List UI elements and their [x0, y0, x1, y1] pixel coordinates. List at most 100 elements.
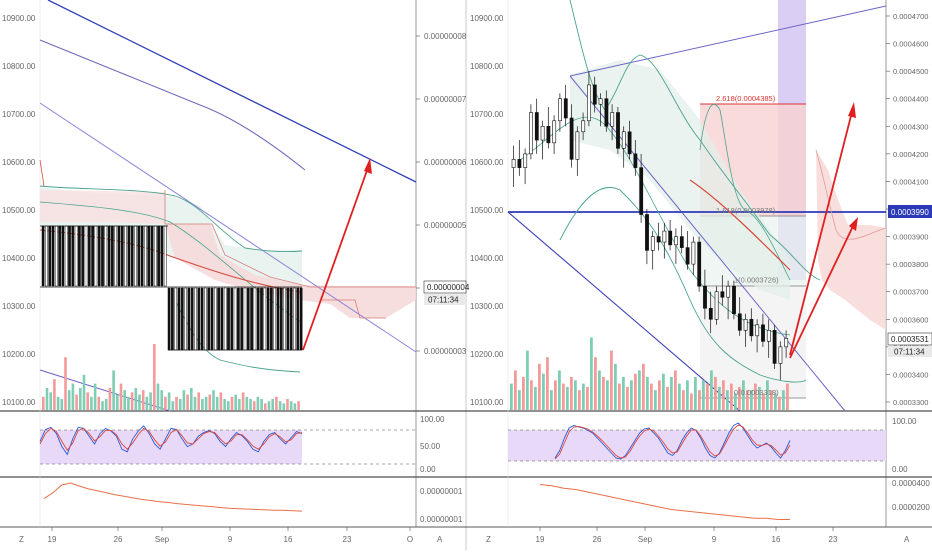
right-volume-bar	[774, 393, 777, 410]
right-volume-bar	[526, 350, 529, 410]
right-candle	[645, 214, 649, 251]
right-fib-label: 1(0.0003726)	[734, 276, 779, 285]
right-volume-bar	[554, 380, 557, 410]
left-candle	[81, 225, 85, 287]
left-volume-bar	[145, 396, 149, 410]
right-time-axis[interactable]: 19 26 Sep 9 16 23	[536, 527, 838, 544]
right-candle	[650, 236, 655, 251]
right-oscillator-axis: 100.00 0.00	[892, 417, 917, 474]
right-lower-tick: 0.0000400	[892, 479, 930, 488]
right-candle	[662, 230, 667, 243]
right-volume-bar	[762, 393, 765, 410]
left-candle	[45, 225, 48, 287]
left-lower-indicator-axis: 0.00000001 0.00000001	[420, 487, 463, 524]
right-time-tick: Sep	[638, 535, 653, 544]
right-secondary-tick: 0.0004500	[893, 67, 928, 76]
right-volume-bar	[586, 386, 589, 410]
left-candle	[187, 287, 191, 351]
left-price-axis[interactable]: 10900.00 10800.00 10700.00 10600.00 10500.00…	[2, 14, 36, 407]
right-volume-bar	[754, 383, 757, 410]
right-zoom-button[interactable]: Z	[486, 535, 491, 544]
left-volume-bar	[67, 390, 71, 410]
right-price-tick: 10300.00	[470, 302, 504, 311]
right-price-axis[interactable]: 10900.00 10800.00 10700.00 10600.00 10500.00…	[470, 14, 504, 407]
left-candle	[140, 225, 144, 287]
right-cloud-red-edge	[815, 149, 887, 240]
left-secondary-axis[interactable]: 0.00000008 0.00000007 0.00000006 0.00000005…	[416, 32, 467, 356]
left-price-tick: 10200.00	[2, 350, 36, 359]
right-price-badge-text: 0.0003531	[891, 335, 929, 344]
left-volume-bar	[234, 394, 237, 410]
left-candle	[157, 225, 160, 287]
right-volume-bar	[650, 383, 653, 410]
left-candle	[213, 287, 217, 351]
left-volume-bar	[53, 379, 56, 410]
right-candle	[604, 98, 609, 127]
right-candle	[697, 241, 702, 287]
left-time-tick: O	[407, 535, 413, 544]
left-volume-bar	[256, 396, 260, 410]
left-candle	[207, 287, 211, 351]
left-candle	[266, 287, 270, 351]
right-candle	[668, 230, 673, 246]
left-price-tick: 10900.00	[2, 14, 36, 23]
left-time-tick: 9	[228, 535, 233, 544]
left-candle	[71, 225, 75, 287]
right-volume-bar	[578, 390, 581, 410]
left-lower-tick: 0.00000001	[420, 515, 463, 524]
left-candle	[263, 287, 267, 351]
right-candle	[529, 112, 533, 155]
right-volume-bar	[766, 380, 769, 410]
right-price-tick: 10800.00	[470, 62, 504, 71]
right-secondary-axis[interactable]: 0.0004700 0.0004600 0.0004500 0.0004400 0.00…	[886, 12, 928, 407]
left-candle	[283, 287, 286, 351]
right-volume-bar	[770, 390, 773, 410]
right-candle	[610, 112, 615, 127]
left-candle	[243, 287, 247, 351]
left-volume-bar	[286, 399, 289, 410]
left-volume-bar	[90, 396, 93, 410]
right-autoscale-button[interactable]: A	[904, 535, 910, 544]
left-time-tick: 23	[343, 535, 352, 544]
right-volume-bar	[750, 390, 753, 410]
left-candle	[64, 225, 68, 287]
left-volume-bar	[175, 396, 178, 410]
right-candle	[674, 236, 678, 246]
right-blue-badge-text: 0.0003990	[891, 208, 929, 217]
right-candle	[755, 324, 760, 337]
right-volume-bar	[742, 380, 745, 410]
right-volume-bar	[734, 393, 737, 410]
left-candle	[220, 287, 224, 351]
left-price-tick: 10100.00	[2, 398, 36, 407]
right-stoch-d-line	[554, 424, 791, 460]
left-volume-bar	[45, 388, 49, 410]
left-candle	[48, 225, 52, 287]
right-blue-price-badge: 0.0003990	[888, 205, 932, 218]
left-zoom-button[interactable]: Z	[19, 535, 24, 544]
right-chart-panel[interactable]: 2.618(0.0004385) 1.618(0.0003978) 1(0.0003…	[470, 0, 932, 544]
left-volume-bar	[86, 392, 89, 410]
left-volume-bar	[204, 396, 208, 410]
left-cloud-red-top	[40, 190, 165, 224]
left-candle	[163, 225, 167, 287]
left-volume-bar	[297, 401, 300, 410]
left-price-tick: 10700.00	[2, 110, 36, 119]
left-volume-bar	[178, 399, 182, 410]
left-candle	[117, 225, 121, 287]
left-volume-bar	[116, 394, 119, 410]
left-autoscale-button[interactable]: A	[437, 535, 443, 544]
left-chart-panel[interactable]: 10900.00 10800.00 10700.00 10600.00 10500.00…	[2, 0, 470, 544]
right-candlesticks	[511, 71, 789, 380]
left-candle	[276, 287, 280, 351]
left-candle	[237, 287, 240, 351]
right-candle	[639, 167, 644, 215]
left-price-tick: 10800.00	[2, 62, 36, 71]
left-volume-bar	[275, 396, 278, 410]
right-price-badge: 0.0003531	[887, 332, 932, 346]
right-price-tick: 10500.00	[470, 206, 504, 215]
left-candle	[177, 287, 181, 351]
right-candle	[575, 131, 580, 160]
left-time-axis[interactable]: 19 26 Sep 9 16 23 O	[48, 527, 414, 544]
right-volume-bar	[670, 377, 673, 410]
